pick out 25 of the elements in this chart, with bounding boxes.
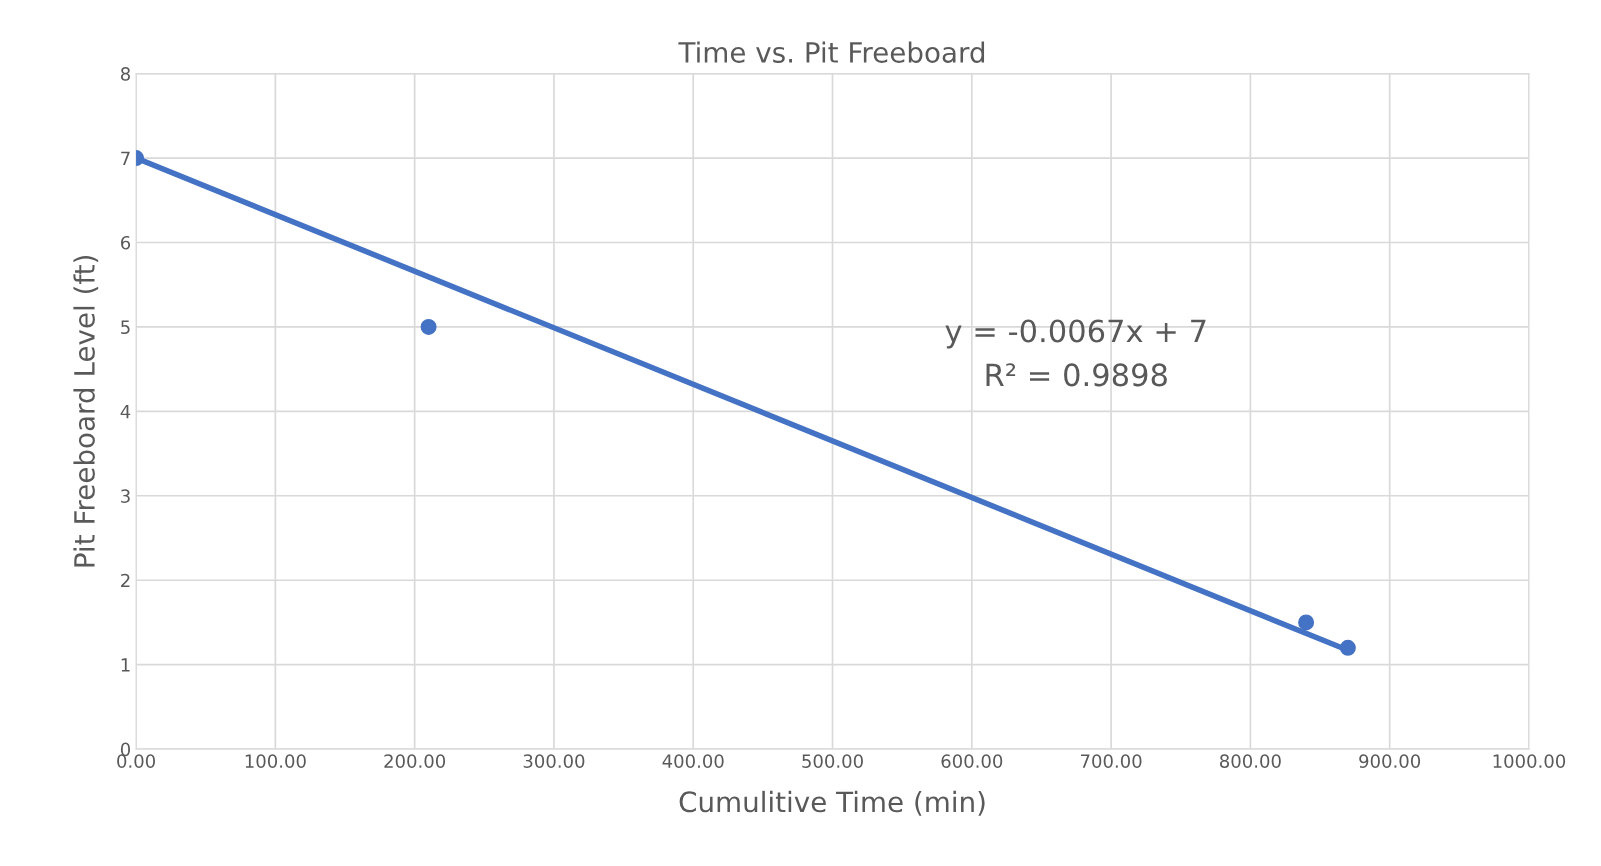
x-tick-label: 900.00 bbox=[1359, 754, 1421, 768]
point bbox=[1298, 614, 1315, 631]
x-tick-label: 200.00 bbox=[384, 754, 446, 768]
y-axis-title: Pit Freeboard Level (ft) bbox=[73, 255, 99, 567]
y-tick-label: 3 bbox=[121, 489, 130, 503]
x-tick-label: 100.00 bbox=[245, 754, 306, 768]
x-tick-label: 800.00 bbox=[1220, 754, 1281, 768]
y-tick-label: 1 bbox=[121, 658, 130, 672]
x-tick-label: 300.00 bbox=[523, 754, 585, 768]
x-axis-title: Cumulitive Time (min) bbox=[679, 790, 985, 816]
y-tick-label: 8 bbox=[120, 67, 130, 81]
y-tick-label: 2 bbox=[121, 573, 130, 588]
x-tick-label: 1000.00 bbox=[1493, 754, 1566, 768]
annotation: R² = 0.9898 bbox=[986, 363, 1167, 387]
y-tick-label: 5 bbox=[121, 320, 130, 335]
x-tick-label: 400.00 bbox=[662, 754, 724, 768]
point bbox=[1339, 639, 1356, 656]
chart-title: Time vs. Pit Freeboard bbox=[678, 41, 985, 63]
y-tick-label: 7 bbox=[121, 151, 130, 165]
x-tick-label: 600.00 bbox=[941, 754, 1003, 768]
y-tick-label: 4 bbox=[120, 405, 131, 419]
annotation: y = -0.0067x + 7 bbox=[945, 319, 1206, 349]
y-tick-label: 6 bbox=[121, 235, 131, 250]
x-tick-label: 700.00 bbox=[1080, 754, 1142, 768]
x-tick-label: 500.00 bbox=[802, 754, 863, 768]
